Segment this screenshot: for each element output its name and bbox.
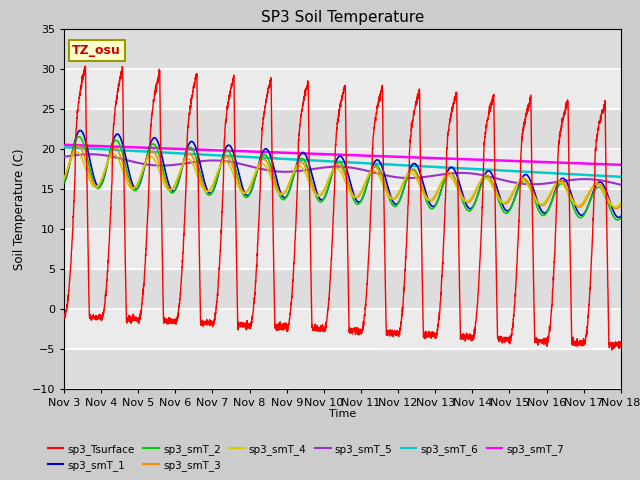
sp3_Tsurface bbox=[216, 260, 223, 265]
Bar bbox=[64, 69, 621, 109]
sp3_smT_2 bbox=[617, 215, 625, 221]
sp3_smT_1 bbox=[615, 215, 623, 220]
sp3_smT_3 bbox=[406, 168, 414, 173]
sp3_smT_3 bbox=[180, 159, 188, 165]
sp3_smT_3 bbox=[60, 176, 68, 182]
sp3_smT_5 bbox=[397, 175, 404, 180]
sp3_smT_3 bbox=[74, 143, 82, 149]
Bar bbox=[64, 149, 621, 189]
sp3_smT_4 bbox=[60, 176, 68, 181]
sp3_smT_7 bbox=[616, 162, 624, 168]
sp3_smT_4 bbox=[611, 204, 619, 210]
sp3_smT_7 bbox=[406, 155, 414, 160]
sp3_smT_6 bbox=[60, 144, 68, 150]
Title: SP3 Soil Temperature: SP3 Soil Temperature bbox=[260, 10, 424, 25]
sp3_Tsurface bbox=[180, 243, 188, 249]
sp3_Tsurface bbox=[617, 344, 625, 350]
Bar bbox=[64, 349, 621, 389]
sp3_smT_1 bbox=[60, 180, 68, 186]
sp3_Tsurface bbox=[406, 133, 414, 139]
sp3_smT_5 bbox=[86, 151, 94, 157]
sp3_smT_2 bbox=[617, 215, 625, 221]
sp3_smT_4 bbox=[73, 149, 81, 155]
sp3_smT_5 bbox=[180, 161, 188, 167]
sp3_smT_2 bbox=[75, 134, 83, 140]
Bar bbox=[64, 269, 621, 309]
Line: sp3_smT_7: sp3_smT_7 bbox=[64, 145, 621, 165]
Bar bbox=[64, 229, 621, 269]
sp3_smT_7 bbox=[60, 142, 68, 148]
sp3_smT_1 bbox=[617, 214, 625, 219]
sp3_smT_7 bbox=[617, 162, 625, 168]
sp3_smT_5 bbox=[216, 158, 223, 164]
sp3_smT_4 bbox=[397, 185, 404, 191]
sp3_smT_2 bbox=[564, 190, 572, 196]
sp3_smT_5 bbox=[60, 154, 68, 160]
sp3_smT_7 bbox=[397, 154, 404, 160]
sp3_Tsurface bbox=[60, 315, 68, 321]
sp3_smT_3 bbox=[612, 206, 620, 212]
Text: TZ_osu: TZ_osu bbox=[72, 44, 121, 57]
Bar bbox=[64, 29, 621, 69]
sp3_smT_2 bbox=[180, 159, 188, 165]
Line: sp3_smT_4: sp3_smT_4 bbox=[64, 152, 621, 207]
Line: sp3_smT_3: sp3_smT_3 bbox=[64, 146, 621, 209]
sp3_smT_3 bbox=[617, 203, 625, 208]
Bar bbox=[64, 109, 621, 149]
sp3_smT_1 bbox=[564, 182, 572, 188]
Y-axis label: Soil Temperature (C): Soil Temperature (C) bbox=[13, 148, 26, 270]
Bar bbox=[64, 309, 621, 349]
sp3_smT_5 bbox=[406, 175, 414, 181]
sp3_smT_5 bbox=[564, 178, 572, 183]
sp3_smT_2 bbox=[216, 166, 223, 171]
Line: sp3_smT_5: sp3_smT_5 bbox=[64, 154, 621, 185]
Legend: sp3_Tsurface, sp3_smT_1, sp3_smT_2, sp3_smT_3, sp3_smT_4, sp3_smT_5, sp3_smT_6, : sp3_Tsurface, sp3_smT_1, sp3_smT_2, sp3_… bbox=[44, 439, 568, 475]
sp3_Tsurface bbox=[564, 99, 572, 105]
sp3_smT_2 bbox=[614, 217, 621, 223]
sp3_smT_4 bbox=[617, 200, 625, 205]
sp3_smT_4 bbox=[564, 190, 572, 196]
sp3_Tsurface bbox=[608, 347, 616, 353]
sp3_smT_2 bbox=[406, 168, 414, 174]
sp3_smT_4 bbox=[617, 200, 625, 206]
sp3_smT_1 bbox=[617, 214, 625, 219]
sp3_smT_1 bbox=[76, 128, 84, 133]
sp3_smT_5 bbox=[617, 182, 625, 188]
sp3_smT_3 bbox=[564, 187, 572, 193]
sp3_smT_6 bbox=[406, 163, 414, 168]
sp3_smT_1 bbox=[180, 159, 188, 165]
sp3_smT_3 bbox=[617, 203, 625, 208]
sp3_smT_6 bbox=[216, 153, 223, 158]
Bar bbox=[64, 189, 621, 229]
sp3_smT_3 bbox=[216, 164, 223, 169]
sp3_Tsurface bbox=[617, 339, 625, 345]
sp3_smT_5 bbox=[617, 182, 625, 188]
sp3_smT_6 bbox=[616, 174, 624, 180]
sp3_smT_6 bbox=[564, 171, 572, 177]
sp3_smT_6 bbox=[397, 162, 404, 168]
sp3_smT_2 bbox=[397, 194, 404, 200]
sp3_smT_4 bbox=[180, 161, 188, 167]
sp3_smT_6 bbox=[179, 151, 187, 156]
sp3_smT_1 bbox=[397, 195, 404, 201]
sp3_smT_7 bbox=[179, 146, 187, 152]
sp3_smT_4 bbox=[406, 170, 414, 176]
sp3_smT_1 bbox=[216, 166, 223, 172]
sp3_Tsurface bbox=[81, 63, 89, 69]
Line: sp3_smT_2: sp3_smT_2 bbox=[64, 137, 621, 220]
sp3_smT_7 bbox=[564, 160, 572, 166]
Line: sp3_smT_6: sp3_smT_6 bbox=[64, 147, 621, 177]
sp3_smT_7 bbox=[216, 147, 223, 153]
sp3_smT_4 bbox=[216, 165, 223, 170]
sp3_smT_6 bbox=[617, 174, 625, 180]
Line: sp3_smT_1: sp3_smT_1 bbox=[64, 131, 621, 217]
sp3_smT_2 bbox=[60, 180, 68, 185]
Line: sp3_Tsurface: sp3_Tsurface bbox=[64, 66, 621, 350]
X-axis label: Time: Time bbox=[329, 409, 356, 419]
sp3_Tsurface bbox=[397, 323, 404, 329]
sp3_smT_1 bbox=[406, 165, 414, 170]
sp3_smT_3 bbox=[397, 186, 404, 192]
